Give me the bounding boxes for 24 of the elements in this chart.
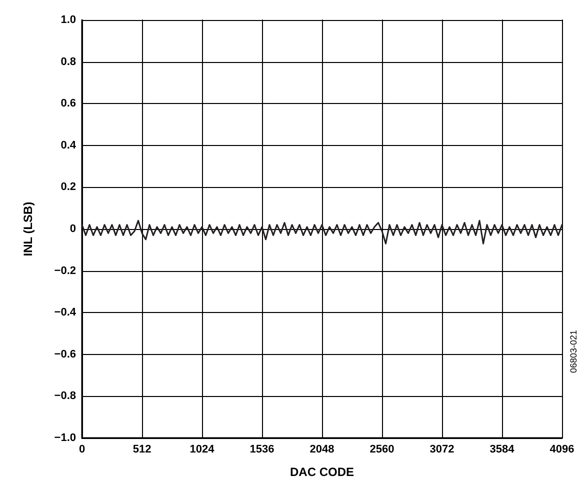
x-tick-label: 512 [132,444,152,456]
x-tick-label: 2048 [310,444,334,456]
y-tick-label: −0.4 [54,306,77,319]
y-tick-label: −0.2 [54,264,76,277]
y-tick-label: −0.8 [54,390,76,402]
x-tick-label: 3584 [490,444,516,456]
x-tick-label: 2560 [370,444,394,456]
y-tick-label: 0.6 [60,98,76,110]
y-tick-label: 0.2 [60,181,76,194]
y-tick-label: 1.0 [60,14,76,26]
y-tick-label: 0.4 [60,139,77,152]
x-tick-label: 1024 [190,444,216,456]
y-tick-label: −1.0 [54,432,76,444]
x-tick-label: 4096 [550,444,574,456]
y-tick-label: −0.6 [54,348,76,360]
y-tick-label: 0.8 [60,56,76,68]
line-series [81,220,563,244]
x-tick-label: 1536 [250,444,274,456]
x-axis-title: DAC CODE [290,465,354,479]
text: 06803-021 [568,330,578,374]
y-tick-label: 0 [70,223,76,235]
y-axis-title: INL (LSB) [21,202,35,256]
x-tick-label: 3072 [430,444,454,456]
x-tick-label: 0 [78,444,86,456]
